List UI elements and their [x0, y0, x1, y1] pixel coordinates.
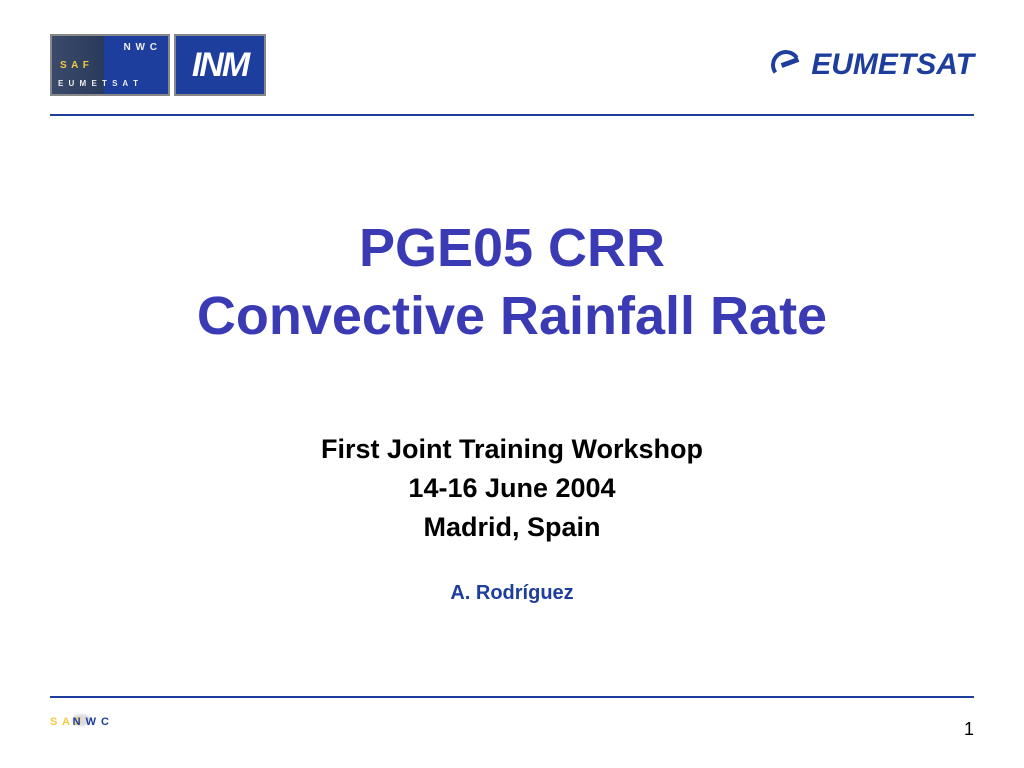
- subtitle-line-3: Madrid, Spain: [0, 508, 1024, 547]
- eumetsat-icon: [769, 48, 803, 82]
- saf-text: S A F: [60, 60, 90, 71]
- subtitle-line-2: 14-16 June 2004: [0, 469, 1024, 508]
- page-number: 1: [964, 719, 974, 740]
- nwc-text: N W C: [124, 42, 158, 53]
- footer-nwc-text: N W C: [73, 716, 110, 728]
- inm-text: INM: [192, 46, 248, 85]
- subtitle-line-1: First Joint Training Workshop: [0, 430, 1024, 469]
- author-name: A. Rodríguez: [0, 582, 1024, 605]
- left-logo-group: N W C S A F E U M E T S A T INM: [50, 34, 266, 96]
- slide-subtitle: First Joint Training Workshop 14-16 June…: [0, 430, 1024, 547]
- slide-header: N W C S A F E U M E T S A T INM EUMETSAT: [50, 30, 974, 100]
- title-line-1: PGE05 CRR: [0, 215, 1024, 283]
- safnwc-logo: N W C S A F E U M E T S A T: [50, 34, 170, 96]
- footer-safnwc-logo: S A F N W C: [50, 714, 110, 744]
- title-line-2: Convective Rainfall Rate: [0, 283, 1024, 351]
- inm-logo: INM: [174, 34, 266, 96]
- slide-footer: S A F N W C 1: [50, 714, 974, 744]
- footer-divider: [50, 696, 974, 698]
- header-divider: [50, 114, 974, 116]
- slide-title: PGE05 CRR Convective Rainfall Rate: [0, 215, 1024, 350]
- eumetsat-logo: EUMETSAT: [769, 48, 974, 82]
- eumetsat-text: EUMETSAT: [811, 48, 974, 82]
- eumetsat-small-text: E U M E T S A T: [58, 79, 139, 88]
